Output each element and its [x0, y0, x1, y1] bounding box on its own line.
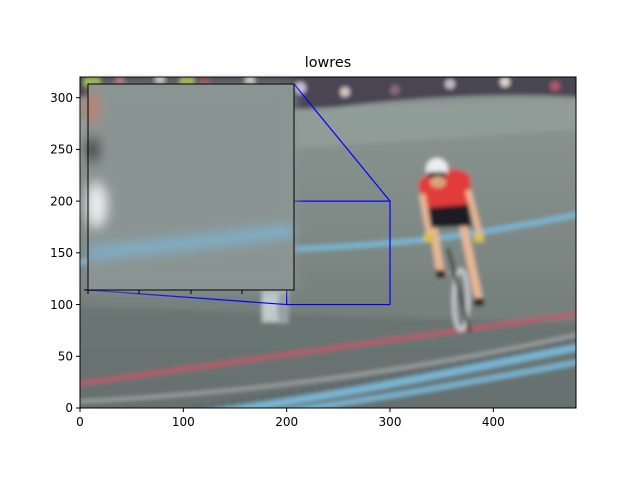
x-axis: 0 100 200 300 400 [76, 408, 505, 429]
connector-line-lower [87, 289, 287, 306]
y-tick-label: 150 [50, 246, 73, 260]
main-axes-frame [79, 76, 577, 409]
zoom-indicator [87, 83, 391, 306]
x-tick-label: 100 [172, 415, 195, 429]
y-tick-label: 250 [50, 143, 73, 157]
x-tick-label: 300 [379, 415, 402, 429]
chart-title: lowres [305, 55, 352, 71]
x-tick-label: 0 [76, 415, 84, 429]
connector-line-upper [293, 83, 391, 202]
x-tick-label: 400 [482, 415, 505, 429]
y-tick-label: 300 [50, 91, 73, 105]
y-axis: 0 50 100 150 200 250 300 [50, 91, 80, 415]
inset-axes [84, 83, 295, 294]
x-tick-label: 200 [275, 415, 298, 429]
y-tick-label: 100 [50, 298, 73, 312]
y-tick-label: 200 [50, 194, 73, 208]
y-tick-label: 0 [65, 401, 73, 415]
y-tick-label: 50 [58, 349, 73, 363]
